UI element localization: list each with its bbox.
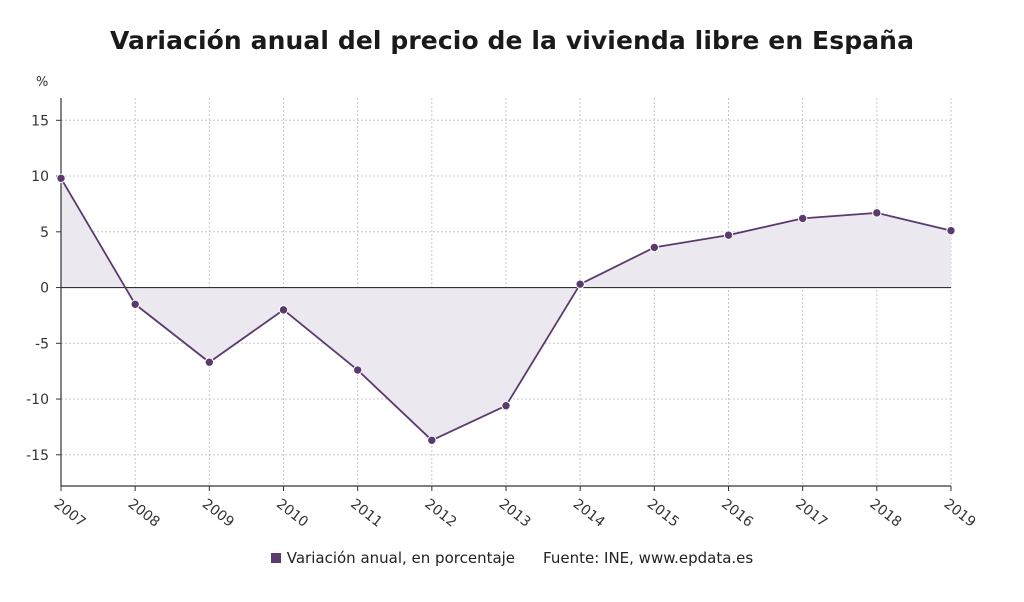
data-point — [723, 230, 734, 240]
data-point — [278, 305, 289, 315]
y-tick-label: -15 — [26, 448, 49, 464]
data-points — [56, 173, 956, 445]
data-point — [56, 173, 66, 183]
legend-swatch — [270, 552, 281, 563]
legend-series-label: Variación anual, en porcentaje — [286, 549, 516, 567]
x-tick-label: 2018 — [866, 496, 904, 531]
x-tick-label: 2012 — [421, 496, 459, 531]
y-tick-label: 10 — [31, 169, 49, 185]
data-point — [946, 225, 956, 236]
data-point — [501, 401, 511, 411]
legend: Variación anual, en porcentaje Fuente: IN… — [0, 549, 1024, 567]
data-point — [797, 213, 808, 224]
data-point — [427, 435, 437, 445]
x-tick-label: 2015 — [644, 496, 682, 531]
y-tick-label: 15 — [31, 113, 49, 129]
data-point — [204, 357, 215, 367]
x-tick-label: 2008 — [125, 496, 163, 531]
x-tick-label: 2019 — [941, 496, 979, 531]
data-point — [130, 299, 140, 309]
data-point — [352, 365, 363, 375]
y-tick-label: -10 — [26, 392, 49, 408]
data-point — [649, 242, 660, 253]
x-tick-labels: 2007 2008 2009 2010 2011 2012 2013 2014 2015 2016… — [51, 496, 979, 531]
x-tick-label: 2009 — [199, 496, 237, 531]
y-tick-labels: 15 10 5 0 -5 -10 -15 — [26, 113, 49, 463]
y-tick-label: -5 — [35, 336, 49, 352]
x-tick-label: 2016 — [718, 496, 756, 531]
x-tick-label: 2013 — [496, 496, 534, 531]
x-tick-label: 2007 — [51, 496, 89, 531]
data-point — [872, 208, 882, 218]
y-tick-label: 0 — [40, 281, 49, 297]
data-point — [575, 279, 585, 289]
x-tick-label: 2011 — [347, 496, 385, 531]
y-axis-unit-label: % — [36, 75, 48, 90]
axes — [56, 98, 952, 491]
x-tick-label: 2010 — [273, 496, 311, 531]
source-label: Fuente: INE, www.epdata.es — [543, 549, 754, 567]
y-tick-label: 5 — [40, 225, 49, 241]
area-fill — [61, 178, 951, 441]
chart-title: Variación anual del precio de la viviend… — [109, 26, 915, 55]
x-tick-label: 2017 — [792, 496, 830, 531]
area-fill-shape — [61, 178, 951, 441]
x-tick-label: 2014 — [570, 496, 608, 531]
